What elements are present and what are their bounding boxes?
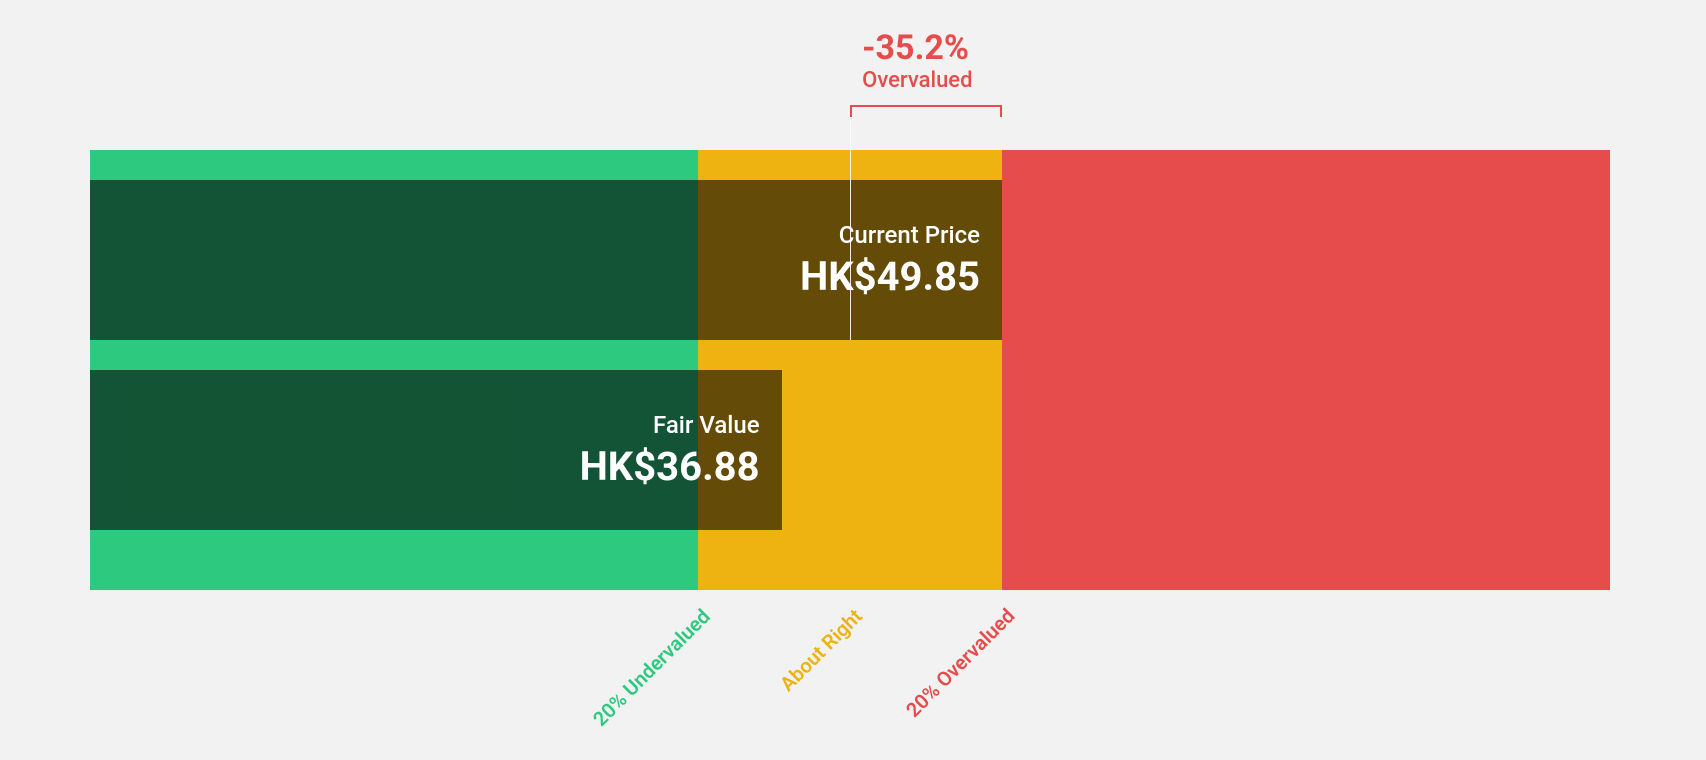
- valuation-callout: -35.2%Overvalued: [862, 28, 972, 93]
- zone-overvalued: [1002, 150, 1610, 590]
- callout-percent: -35.2%: [862, 28, 972, 68]
- axis-label-2: 20% Overvalued: [901, 604, 1019, 722]
- bar-current-price-label: Current Price: [839, 221, 980, 249]
- fair-value-guide-line: [850, 105, 851, 340]
- bar-fair-value-label: Fair Value: [653, 411, 760, 439]
- axis-label-1: About Right: [775, 604, 867, 696]
- bar-current-price-value: HK$49.85: [800, 253, 980, 300]
- callout-word: Overvalued: [862, 68, 972, 93]
- bar-fair-value-value: HK$36.88: [580, 443, 760, 490]
- valuation-chart: Current PriceHK$49.85Fair ValueHK$36.88-…: [90, 150, 1610, 590]
- bar-current-price: Current Price HK$49.85: [90, 180, 1002, 340]
- bar-fair-value: Fair Value HK$36.88: [90, 370, 782, 530]
- axis-label-0: 20% Undervalued: [588, 604, 715, 731]
- callout-bracket: [850, 105, 1002, 107]
